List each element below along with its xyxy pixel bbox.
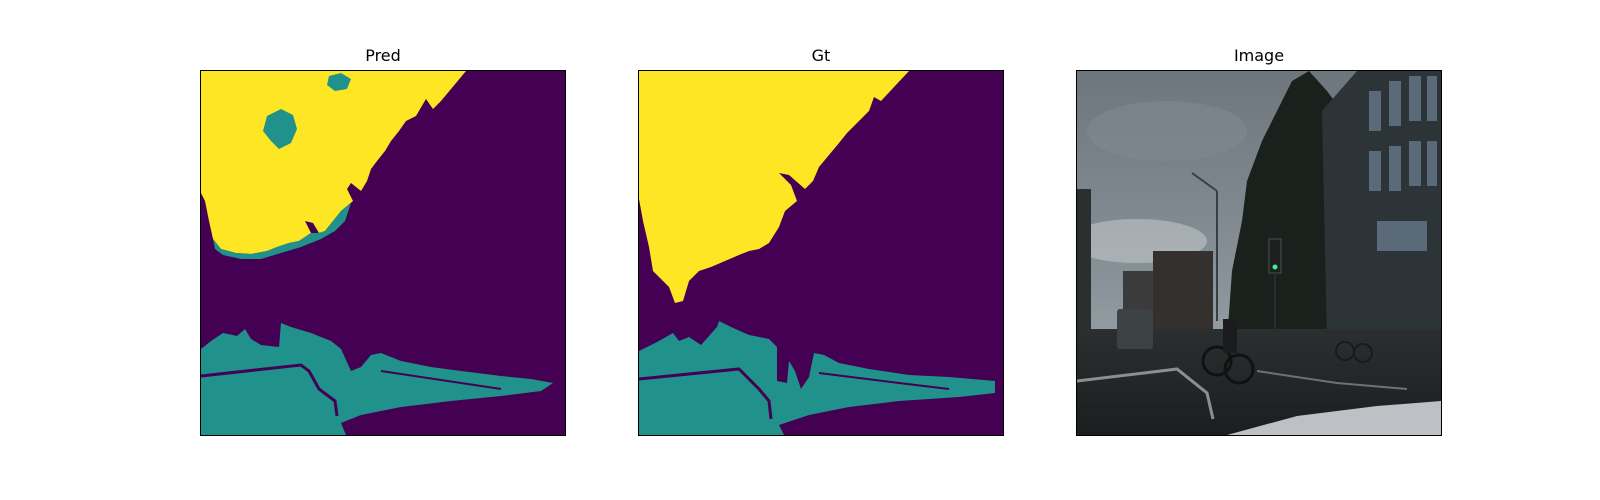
pred-sky-edge — [213, 203, 351, 259]
photo-green-light — [1272, 264, 1278, 270]
gt-road-line-2 — [818, 372, 950, 390]
photo-right-building — [1322, 71, 1441, 341]
photo-bicycle-wheel-2 — [1223, 353, 1255, 385]
street-photo — [1076, 70, 1442, 436]
image-title: Image — [1233, 46, 1285, 65]
gt-sky-region — [639, 71, 909, 303]
image-panel: Image — [1076, 0, 1442, 500]
photo-bicycle-wheel — [1201, 345, 1233, 377]
photo-brick-building — [1153, 251, 1213, 341]
pred-segmentation-map — [200, 70, 566, 436]
photo-road-marking — [1077, 367, 1215, 420]
gt-panel: Gt — [638, 0, 1004, 500]
pred-ground-region — [201, 323, 553, 435]
photo-building-windows — [1369, 76, 1437, 251]
pred-sky-blob-1 — [263, 109, 297, 149]
photo-parked-bike-2 — [1353, 343, 1373, 363]
gt-segmentation-map — [638, 70, 1004, 436]
pred-title: Pred — [365, 46, 401, 65]
photo-left-building — [1077, 189, 1091, 329]
pred-road-line-2 — [380, 370, 502, 390]
gt-mask-svg — [639, 71, 1003, 435]
photo-car-hood — [1227, 401, 1441, 435]
photo-cloud — [1087, 101, 1247, 161]
photo-car — [1117, 309, 1153, 349]
photo-lamp-arm — [1191, 172, 1218, 192]
pred-mask-svg — [201, 71, 565, 435]
gt-road-line — [639, 367, 773, 420]
photo-cyclist — [1223, 319, 1237, 353]
pred-sky-blob-2 — [327, 73, 351, 91]
gt-ground-region — [639, 321, 995, 435]
gt-title: Gt — [811, 46, 831, 65]
street-photo-svg — [1077, 71, 1441, 435]
pred-road-line — [201, 363, 339, 417]
photo-road-marking-2 — [1256, 370, 1408, 390]
pred-panel: Pred — [200, 0, 566, 500]
